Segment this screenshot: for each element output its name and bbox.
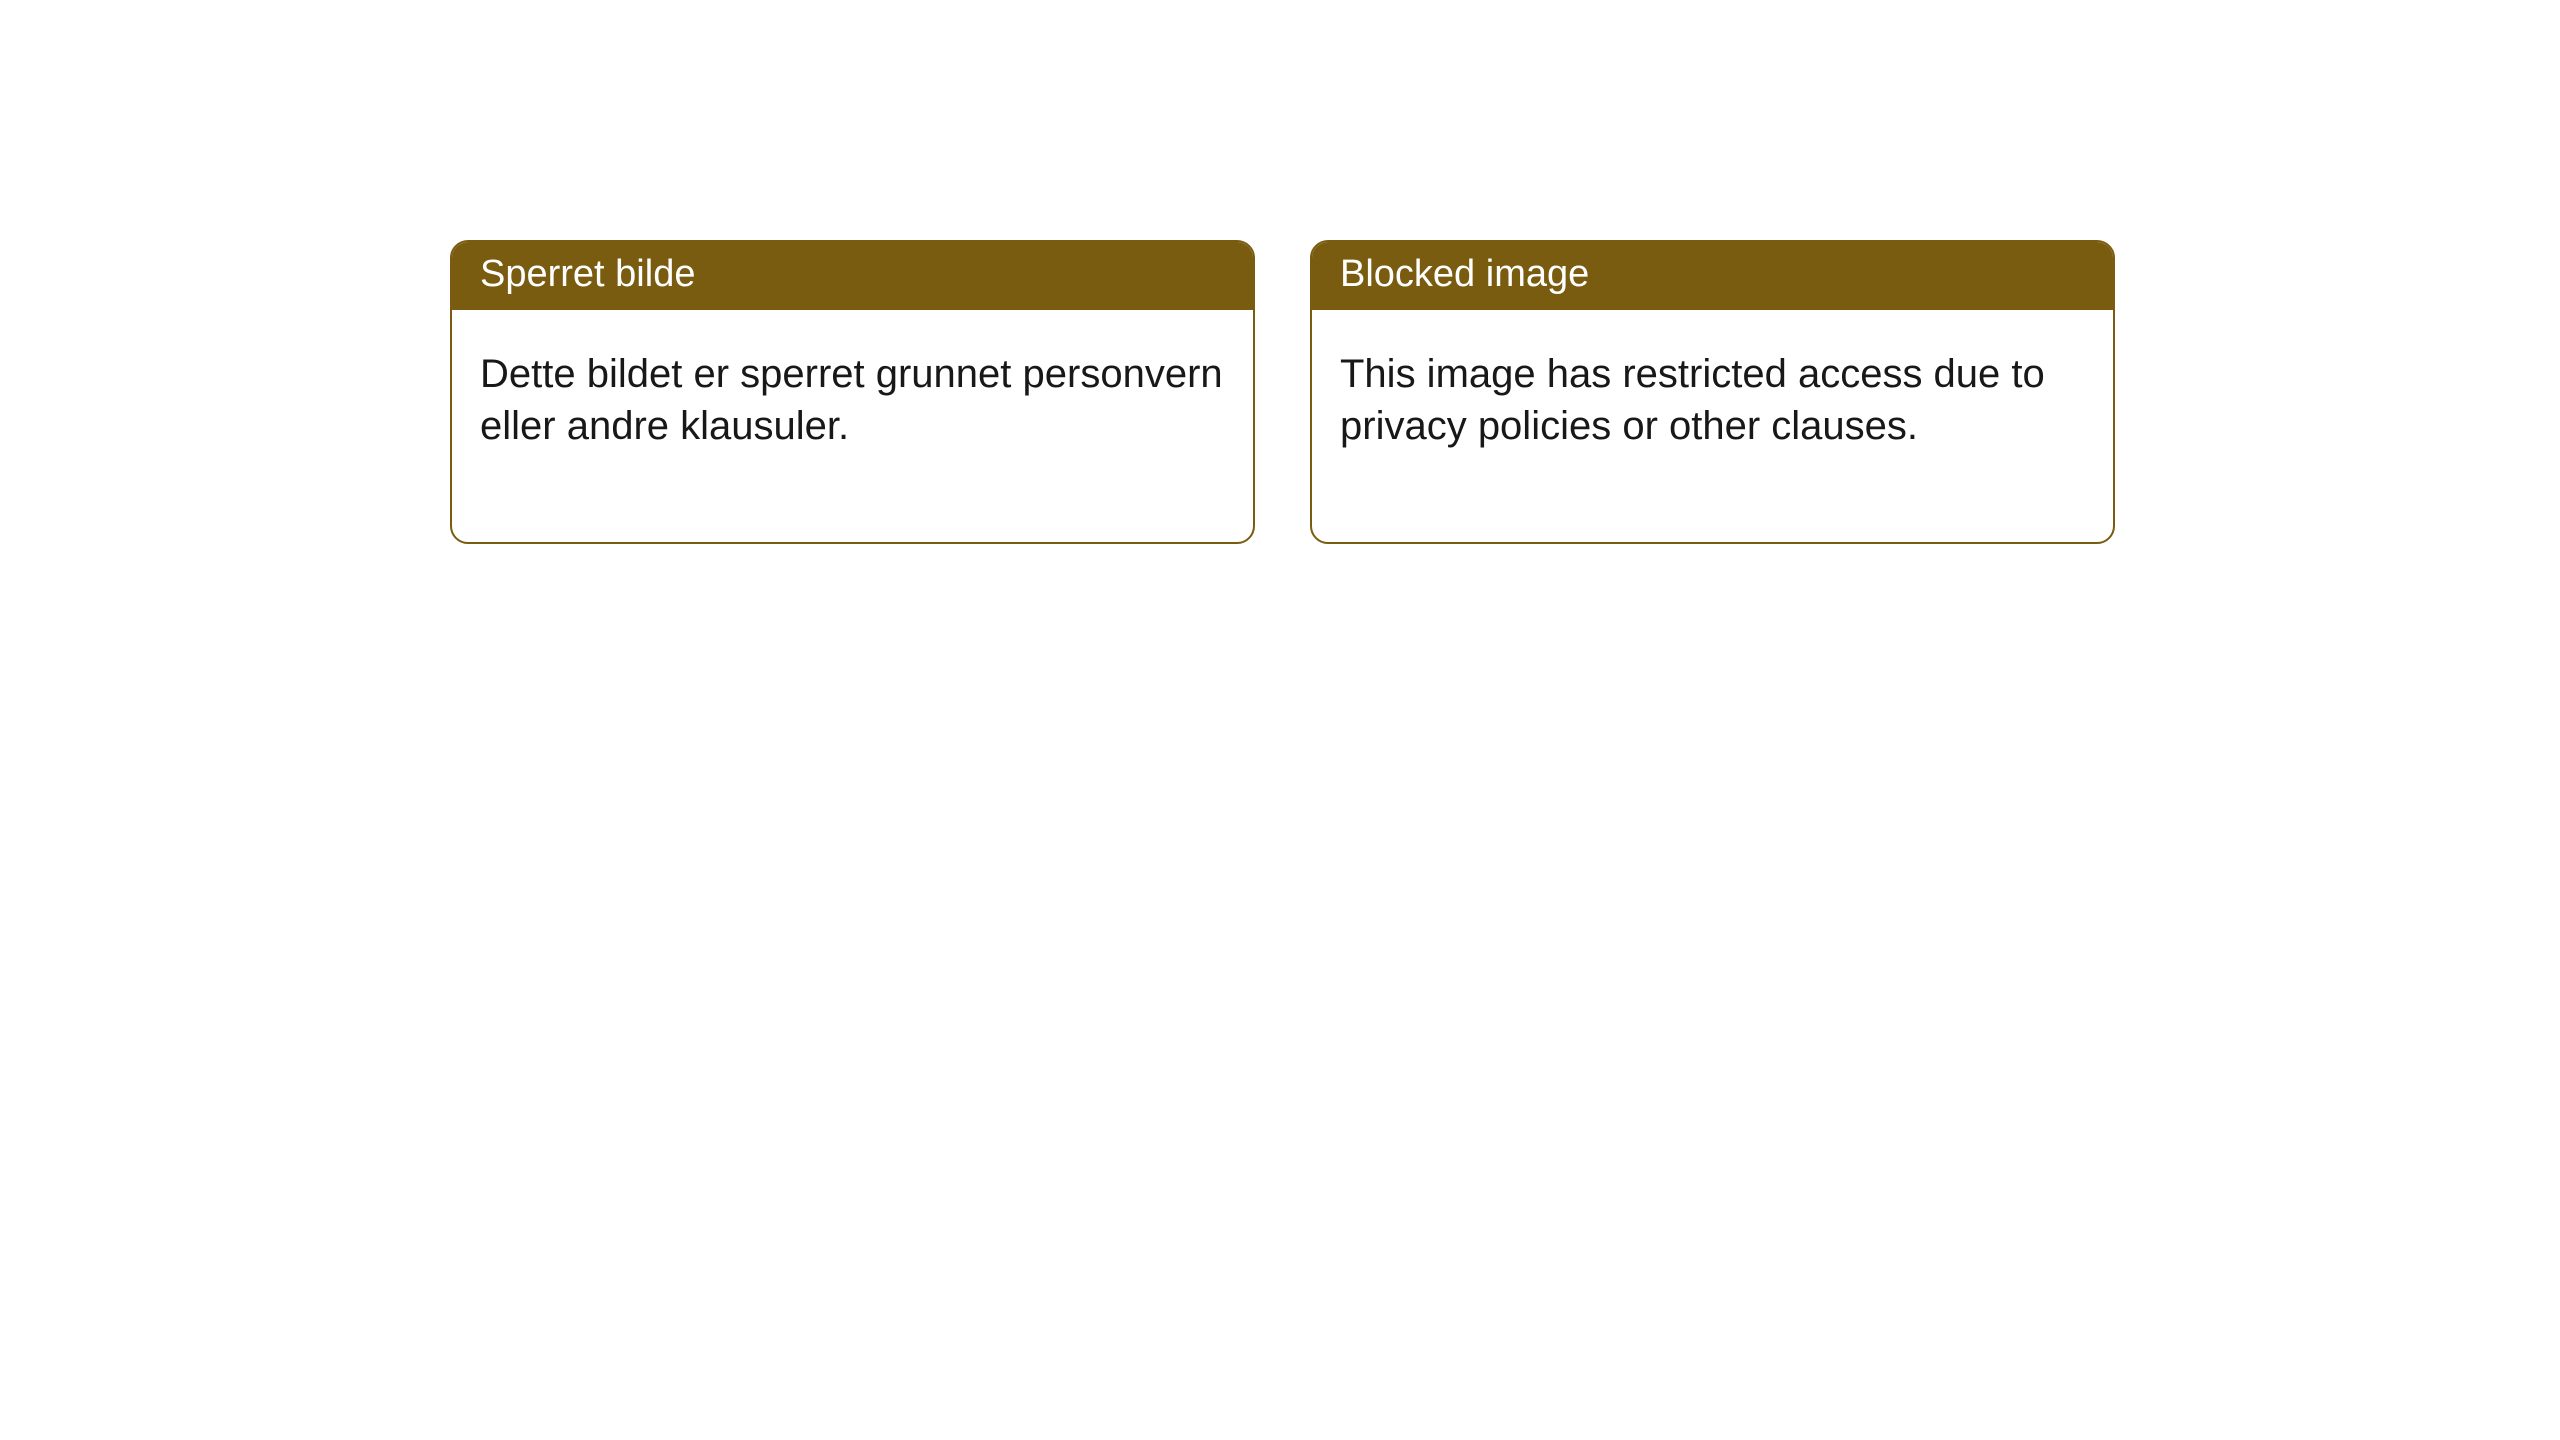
- notice-header: Sperret bilde: [452, 242, 1253, 310]
- notice-card-norwegian: Sperret bilde Dette bildet er sperret gr…: [450, 240, 1255, 544]
- notice-body: Dette bildet er sperret grunnet personve…: [452, 310, 1253, 542]
- notice-card-english: Blocked image This image has restricted …: [1310, 240, 2115, 544]
- notice-body: This image has restricted access due to …: [1312, 310, 2113, 542]
- notice-header: Blocked image: [1312, 242, 2113, 310]
- notice-container: Sperret bilde Dette bildet er sperret gr…: [0, 0, 2560, 544]
